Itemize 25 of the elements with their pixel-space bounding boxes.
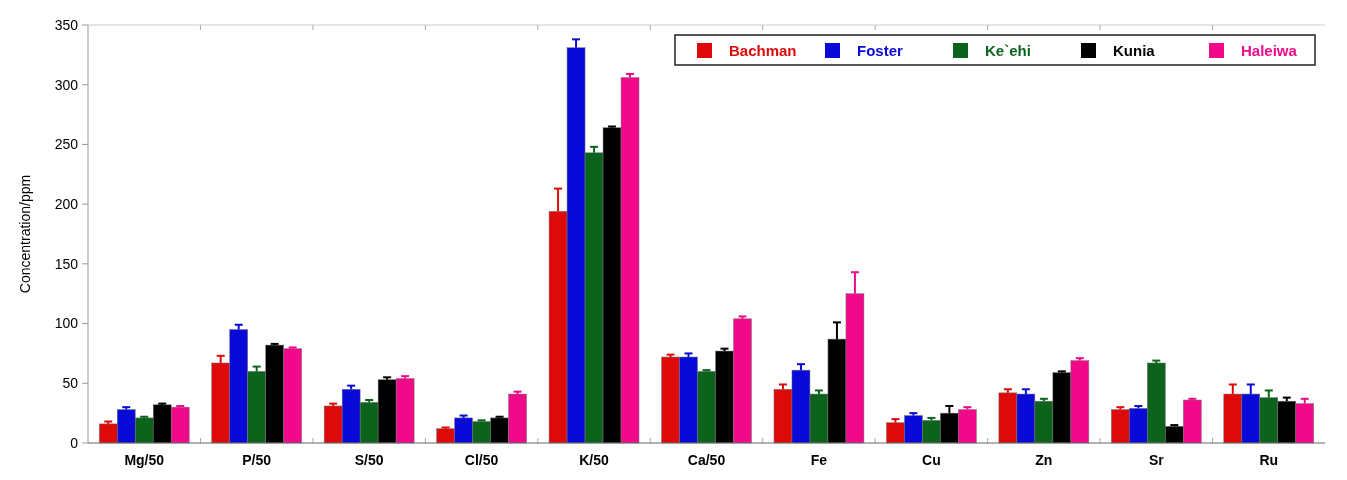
- legend-label: Bachman: [729, 42, 797, 60]
- legend-label: Kunia: [1113, 42, 1156, 60]
- y-tick-label: 0: [70, 434, 79, 451]
- x-tick-label: Cu: [922, 452, 941, 468]
- y-tick-label: 50: [62, 375, 79, 392]
- x-tick-label: Mg/50: [124, 452, 165, 468]
- x-tick-label: Cl/50: [464, 452, 499, 468]
- y-tick-label: 100: [54, 315, 79, 332]
- x-tick-label: S/50: [354, 452, 384, 468]
- x-tick-label: Ru: [1259, 452, 1279, 468]
- y-axis-title: Concentration/ppm: [17, 174, 33, 294]
- y-tick-label: 150: [54, 255, 79, 272]
- y-tick-label: 300: [54, 76, 79, 93]
- legend-label: Ke`ehi: [985, 42, 1031, 60]
- x-tick-label: Ca/50: [687, 452, 726, 468]
- x-tick-label: P/50: [242, 452, 272, 468]
- y-tick-label: 350: [54, 16, 79, 33]
- x-tick-label: Zn: [1035, 452, 1053, 468]
- y-tick-label: 250: [54, 136, 79, 153]
- y-tick-label: 200: [54, 196, 79, 213]
- legend-label: Haleiwa: [1241, 42, 1298, 60]
- x-tick-label: Fe: [810, 452, 828, 468]
- x-tick-label: Sr: [1148, 452, 1165, 468]
- x-tick-label: K/50: [579, 452, 610, 468]
- legend-label: Foster: [857, 42, 903, 60]
